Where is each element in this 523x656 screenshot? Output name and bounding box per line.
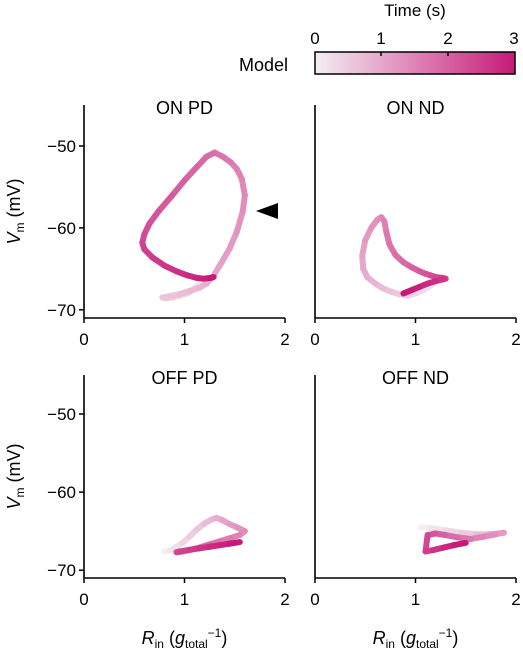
panel-on-pd: ON PD 0 1 2 −50 −60 −70 Vm (mV) xyxy=(4,98,290,349)
y-tick-label: −60 xyxy=(47,483,76,502)
x-tick-label: 2 xyxy=(511,330,520,349)
panel-title: OFF PD xyxy=(152,368,218,388)
trajectory-segment xyxy=(155,192,176,215)
y-tick-label: −70 xyxy=(47,301,76,320)
x-axis-label: Rin (gtotal−1) xyxy=(142,626,228,651)
y-tick-label: −60 xyxy=(47,219,76,238)
arrowhead-marker xyxy=(256,203,278,219)
panel-title: ON ND xyxy=(387,98,445,118)
x-tick-label: 2 xyxy=(280,330,289,349)
x-tick-label: 1 xyxy=(411,590,420,609)
y-axis-label: Vm (mV) xyxy=(4,443,27,509)
colorbar-model-label: Model xyxy=(239,55,288,75)
x-tick-label: 2 xyxy=(280,590,289,609)
x-tick-label: 0 xyxy=(310,590,319,609)
x-tick-label: 1 xyxy=(411,330,420,349)
panel-title: OFF ND xyxy=(382,368,449,388)
colorbar-title: Time (s) xyxy=(384,1,446,20)
colorbar-tick-1: 1 xyxy=(376,29,385,48)
y-tick-label: −50 xyxy=(47,405,76,424)
x-tick-label: 0 xyxy=(79,330,88,349)
colorbar-tick-0: 0 xyxy=(310,29,319,48)
panel-on-nd: ON ND 0 1 2 xyxy=(310,98,520,349)
x-tick-label: 2 xyxy=(511,590,520,609)
colorbar-gradient xyxy=(314,51,516,75)
x-tick-label: 1 xyxy=(180,330,189,349)
trajectory-segment xyxy=(400,287,415,297)
colorbar-tick-3: 3 xyxy=(509,29,518,48)
panel-off-pd: OFF PD 0 1 2 −50 −60 −70 Vm (mV) Rin (gtotal−1) xyxy=(4,368,290,651)
y-tick-label: −50 xyxy=(47,137,76,156)
trajectory-segment xyxy=(207,274,217,281)
y-tick-label: −70 xyxy=(47,561,76,580)
colorbar-tick-2: 2 xyxy=(443,29,452,48)
trajectory-segment xyxy=(169,177,188,199)
panel-title: ON PD xyxy=(156,98,213,118)
x-tick-label: 0 xyxy=(310,330,319,349)
trajectory-segment xyxy=(226,539,243,547)
trajectory-segment xyxy=(233,208,246,235)
x-tick-label: 0 xyxy=(79,590,88,609)
colorbar: Time (s) 0 1 2 3 Model xyxy=(239,1,519,75)
y-axis-label: Vm (mV) xyxy=(4,178,27,244)
trajectory-segment xyxy=(450,539,469,549)
x-axis-label: Rin (gtotal−1) xyxy=(373,626,459,651)
panel-off-nd: OFF ND 0 1 2 Rin (gtotal−1) xyxy=(310,368,520,651)
x-tick-label: 1 xyxy=(180,590,189,609)
